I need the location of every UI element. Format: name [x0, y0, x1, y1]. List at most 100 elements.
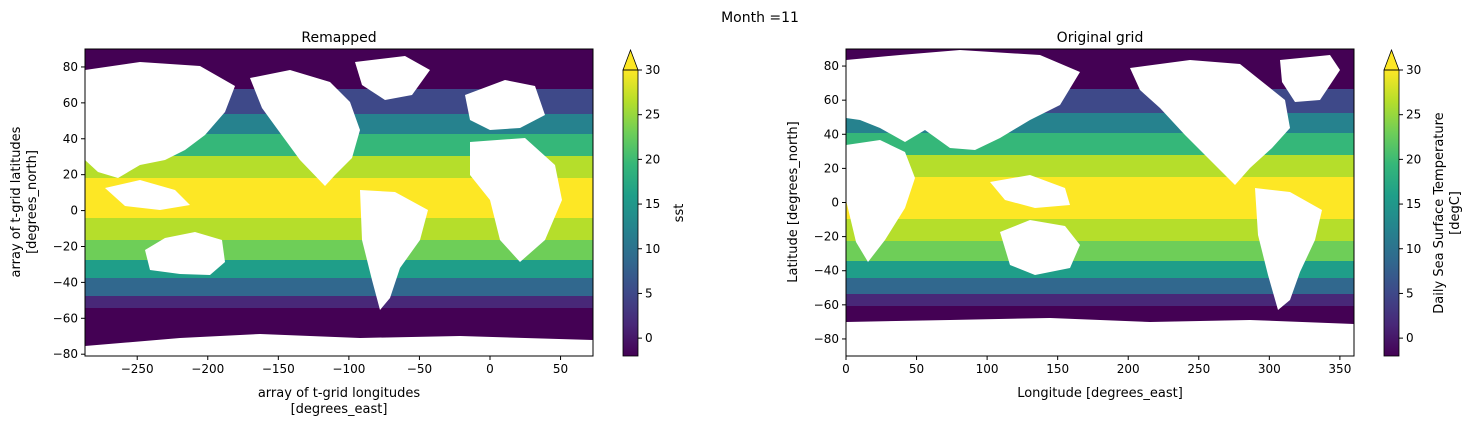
land-eurasia — [846, 50, 1080, 150]
land-antarctica — [85, 334, 593, 356]
colorbar-original-extend-arrow — [1383, 48, 1400, 71]
colorbar-original-ticks: 0 5 10 15 20 25 30 — [1399, 63, 1421, 345]
x-tick-label: 350 — [1328, 362, 1351, 376]
y-tick-label: 60 — [63, 96, 78, 110]
x-tick-label: 150 — [1046, 362, 1069, 376]
panel-original-title: Original grid — [1057, 30, 1144, 46]
land-north-america — [250, 70, 360, 186]
land-antarctica — [846, 318, 1354, 356]
y-tick-label: 0 — [70, 204, 78, 218]
y-tick-label: −80 — [814, 332, 839, 346]
xlabel-remapped-line2: [degrees_east] — [291, 402, 388, 417]
band-south-subtropic — [846, 219, 1354, 241]
x-tick-label: 50 — [553, 362, 568, 376]
band-south-temperate — [846, 261, 1354, 278]
colorbar-tick-label: 5 — [1406, 286, 1414, 300]
land-south-america — [1255, 188, 1322, 310]
band-south-warm — [846, 241, 1354, 261]
x-tick-label: 100 — [976, 362, 999, 376]
land-north-america — [1130, 60, 1290, 185]
band-south-subpolar — [846, 294, 1354, 306]
x-tick-label: 300 — [1258, 362, 1281, 376]
axes-frame-remapped — [84, 48, 594, 357]
ylabel-original: Latitude [degrees_north] — [786, 121, 801, 282]
ticks-remapped: −250 −200 −150 −100 −50 0 50−80−60−40−20020406… — [53, 60, 569, 376]
colorbar-remapped-label: sst — [672, 204, 687, 223]
y-tick-label: −20 — [53, 239, 78, 253]
colorbar-original-frame — [1383, 69, 1400, 357]
y-tick-label: 40 — [63, 132, 78, 146]
heatmap-original — [846, 49, 1354, 356]
panel-remapped-title: Remapped — [301, 30, 376, 46]
land-south-america — [360, 190, 428, 310]
land-africa — [470, 138, 562, 262]
colorbar-tick-label: 0 — [645, 331, 653, 345]
ylabel-remapped-line1: array of t-grid latitudes — [9, 126, 24, 277]
band-south-subtropic — [85, 218, 593, 240]
colorbar-tick-label: 30 — [645, 63, 660, 77]
band-south-cool — [85, 278, 593, 296]
x-tick-label: 0 — [486, 362, 494, 376]
y-tick-label: 0 — [831, 196, 839, 210]
figure-suptitle: Month =11 — [721, 10, 799, 26]
colorbar-original-label-line2: [degC] — [1448, 191, 1463, 235]
colorbar-tick-label: 20 — [1406, 152, 1421, 166]
heatmap-remapped — [85, 49, 593, 356]
colorbar-remapped-frame — [622, 69, 639, 357]
y-tick-label: 80 — [824, 59, 839, 73]
colorbar-original-label-line1: Daily Sea Surface Temperature — [1432, 112, 1447, 313]
ticks-original: 0 50 100 150 200 250 300 350 −80 −60 −40 −20 0 20 40 60… — [814, 59, 1352, 376]
y-tick-label: −40 — [814, 264, 839, 278]
x-tick-label: −250 — [121, 362, 154, 376]
land-australia — [1000, 220, 1080, 275]
band-north-subtropic — [846, 155, 1354, 177]
land-indonesia — [105, 180, 190, 210]
colorbar-tick-label: 15 — [1406, 197, 1421, 211]
y-tick-label: −60 — [53, 311, 78, 325]
xlabel-remapped-line1: array of t-grid longitudes — [258, 386, 421, 401]
y-tick-label: −20 — [814, 230, 839, 244]
y-tick-label: 20 — [824, 161, 839, 175]
band-south-cool — [846, 278, 1354, 294]
colorbar-tick-label: 30 — [1406, 63, 1421, 77]
y-tick-label: −80 — [53, 347, 78, 361]
colorbar-remapped-ticks: 0 5 10 15 20 25 30 — [638, 63, 660, 345]
x-tick-label: 50 — [909, 362, 924, 376]
colorbar-remapped: 0 5 10 15 20 25 30 sst — [622, 48, 687, 357]
colorbar-tick-label: 15 — [645, 197, 660, 211]
colorbar-original: 0 5 10 15 20 25 30 Daily Sea Surface Temperatu… — [1383, 48, 1463, 357]
land-asia — [85, 62, 235, 178]
x-tick-label: −100 — [332, 362, 365, 376]
colorbar-tick-label: 20 — [645, 152, 660, 166]
y-tick-label: 80 — [63, 60, 78, 74]
colorbar-tick-label: 5 — [645, 286, 653, 300]
x-tick-label: −150 — [262, 362, 295, 376]
land-australia — [145, 232, 225, 275]
y-tick-label: 40 — [824, 127, 839, 141]
y-tick-label: −40 — [53, 275, 78, 289]
colorbar-tick-label: 25 — [1406, 108, 1421, 122]
colorbar-remapped-extend-arrow — [622, 48, 639, 71]
land-africa — [846, 140, 915, 262]
land-greenland — [355, 56, 430, 100]
xlabel-original: Longitude [degrees_east] — [1017, 386, 1183, 401]
x-tick-label: −200 — [191, 362, 224, 376]
x-tick-label: 200 — [1117, 362, 1140, 376]
colorbar-original-body — [1384, 70, 1399, 356]
panel-original-grid: Original grid 0 50 100 150 200 250 300 — [786, 30, 1463, 401]
x-tick-label: 250 — [1187, 362, 1210, 376]
colorbar-tick-label: 10 — [1406, 242, 1421, 256]
land-greenland — [1280, 55, 1340, 102]
panel-remapped: Remapped −2 — [9, 30, 687, 417]
colorbar-remapped-body — [623, 70, 638, 356]
band-south-subpolar — [85, 296, 593, 308]
colorbar-tick-label: 25 — [645, 108, 660, 122]
colorbar-tick-label: 10 — [645, 242, 660, 256]
x-tick-label: 0 — [842, 362, 850, 376]
x-tick-label: −50 — [407, 362, 432, 376]
ylabel-remapped-line2: [degrees_north] — [25, 150, 40, 254]
y-tick-label: −60 — [814, 298, 839, 312]
land-indonesia — [990, 175, 1070, 208]
y-tick-label: 20 — [63, 168, 78, 182]
